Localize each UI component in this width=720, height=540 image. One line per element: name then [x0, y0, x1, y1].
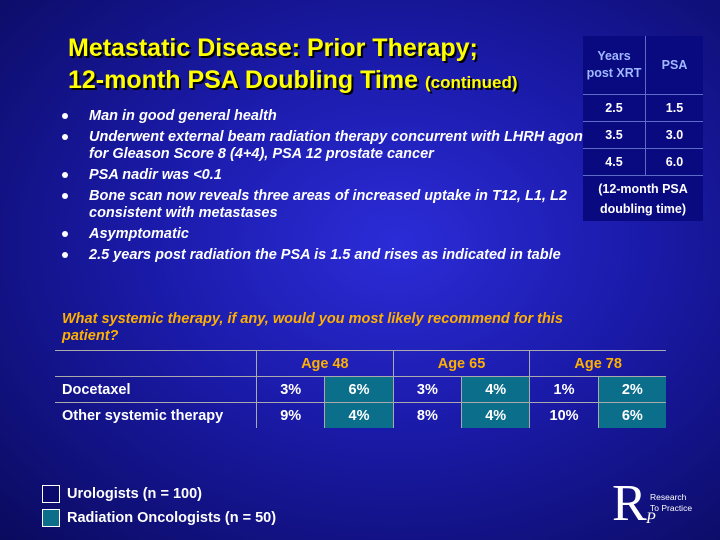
psa-years-cell: 4.5 [583, 149, 646, 175]
legend-label: Radiation Oncologists (n = 50) [67, 510, 277, 526]
results-row-other-systemic: Other systemic therapy 9% 4% 8% 4% 10% 6… [55, 402, 667, 428]
bullet-item: Bone scan now reveals three areas of inc… [62, 188, 622, 222]
bullet-dot-icon [62, 193, 68, 199]
age-group-header: Age 65 [392, 350, 530, 376]
psa-table-row: 2.5 1.5 [583, 95, 703, 122]
results-header-row: Age 48 Age 65 Age 78 [55, 350, 666, 376]
logo-r-icon: R [612, 475, 647, 532]
radiation-oncologists-cell: 6% [324, 376, 393, 402]
radiation-oncologists-cell: 4% [461, 402, 530, 428]
results-row-label: Other systemic therapy [55, 402, 257, 428]
urologists-cell: 10% [529, 402, 598, 428]
psa-table-footer: (12-month PSA doubling time) [598, 182, 688, 216]
psa-years-cell: 3.5 [583, 122, 646, 148]
radiation-oncologists-cell: 2% [597, 376, 667, 402]
legend-label: Urologists (n = 100) [67, 486, 202, 502]
research-to-practice-logo: R P Research To Practice [612, 475, 712, 532]
urologists-cell: 9% [256, 402, 325, 428]
psa-table-row: 3.5 3.0 [583, 122, 703, 149]
slide-title: Metastatic Disease: Prior Therapy; 12-mo… [68, 32, 578, 99]
psa-header-psa: PSA [661, 58, 688, 72]
psa-table: Years post XRT PSA 2.5 1.5 3.5 3.0 4.5 6… [583, 36, 703, 221]
survey-question: What systemic therapy, if any, would you… [62, 311, 563, 344]
results-table: Age 48 Age 65 Age 78 Docetaxel 3% 6% 3% … [55, 350, 667, 428]
title-line-2: 12-month PSA Doubling Time (continued) [68, 64, 578, 99]
psa-table-header: Years post XRT PSA [583, 36, 703, 95]
psa-value-cell: 1.5 [665, 101, 684, 115]
psa-value-cell: 3.0 [665, 128, 684, 142]
radiation-oncologists-swatch-icon [42, 509, 60, 527]
legend-item-urologists: Urologists (n = 100) [42, 484, 276, 504]
bullet-dot-icon [62, 134, 68, 140]
title-line-2-main: 12-month PSA Doubling Time [68, 66, 419, 94]
bullet-item: Asymptomatic [62, 226, 622, 243]
urologists-swatch-icon [42, 485, 60, 503]
urologists-cell: 3% [392, 376, 462, 402]
title-line-1: Metastatic Disease: Prior Therapy; [68, 34, 478, 62]
bullet-dot-icon [62, 252, 68, 258]
urologists-cell: 1% [529, 376, 598, 402]
psa-table-row: 4.5 6.0 [583, 149, 703, 176]
bullet-item: PSA nadir was <0.1 [62, 167, 622, 184]
title-continued: (continued) [424, 73, 518, 92]
radiation-oncologists-cell: 4% [324, 402, 393, 428]
results-row-docetaxel: Docetaxel 3% 6% 3% 4% 1% 2% [55, 376, 667, 402]
bullet-item: Underwent external beam radiation therap… [62, 129, 622, 163]
psa-years-cell: 2.5 [583, 95, 646, 121]
logo-p-icon: P [646, 510, 656, 527]
urologists-cell: 8% [392, 402, 462, 428]
urologists-cell: 3% [256, 376, 325, 402]
psa-value-cell: 6.0 [665, 155, 684, 169]
legend: Urologists (n = 100) Radiation Oncologis… [42, 484, 276, 532]
bullet-dot-icon [62, 113, 68, 119]
case-bullet-list: Man in good general health Underwent ext… [62, 108, 622, 268]
bullet-dot-icon [62, 231, 68, 237]
radiation-oncologists-cell: 4% [461, 376, 530, 402]
age-group-header: Age 78 [529, 350, 666, 376]
bullet-item: 2.5 years post radiation the PSA is 1.5 … [62, 247, 622, 264]
bullet-item: Man in good general health [62, 108, 622, 125]
legend-item-radiation-oncologists: Radiation Oncologists (n = 50) [42, 508, 276, 528]
results-row-label: Docetaxel [55, 376, 257, 402]
age-group-header: Age 48 [256, 350, 393, 376]
bullet-dot-icon [62, 172, 68, 178]
logo-text: Research To Practice [650, 492, 693, 513]
results-header-blank [55, 350, 257, 376]
psa-header-years: Years post XRT [583, 36, 646, 94]
radiation-oncologists-cell: 6% [597, 402, 667, 428]
